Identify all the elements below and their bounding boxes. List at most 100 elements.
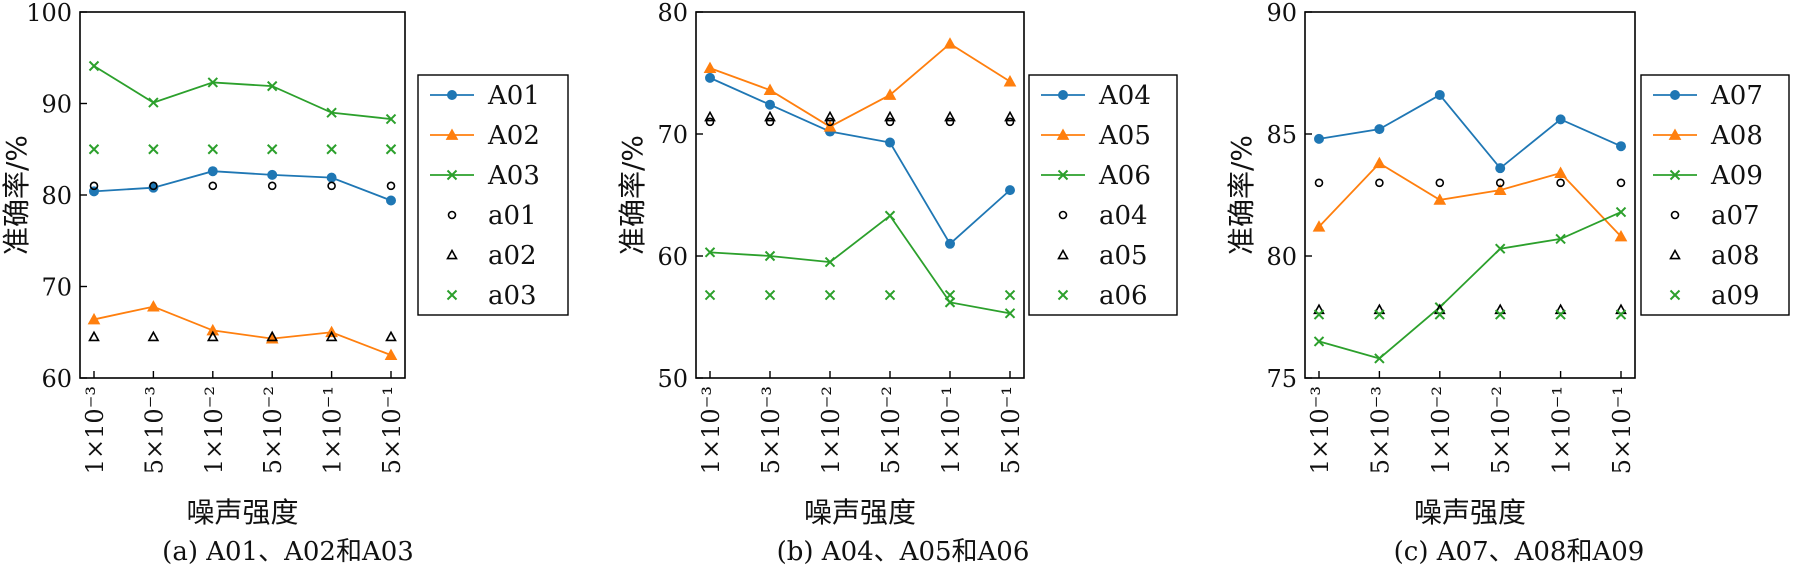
legend-label: A02 (487, 121, 540, 151)
data-point (148, 97, 159, 108)
legend-marker (1057, 169, 1069, 181)
data-point (1615, 309, 1627, 320)
series-a08 (1313, 303, 1627, 315)
x-tick-label: 1×10⁻² (817, 386, 845, 474)
data-point (764, 289, 776, 301)
data-point (147, 300, 160, 312)
y-tick-label: 90 (41, 91, 72, 119)
series-A05 (703, 37, 1017, 132)
y-tick-label: 50 (657, 365, 688, 393)
series-A07 (1314, 89, 1626, 174)
data-point (823, 120, 837, 132)
legend-label: a08 (1711, 241, 1760, 271)
series-A04 (705, 72, 1015, 249)
data-point (1556, 178, 1565, 188)
series-line (93, 305, 392, 356)
legend-label: A07 (1710, 81, 1763, 111)
series-a09 (1313, 309, 1627, 320)
legend-label: a05 (1099, 241, 1148, 271)
data-point (208, 181, 218, 191)
y-tick-label: 60 (41, 365, 72, 393)
series-A06 (704, 210, 1016, 319)
data-point (765, 117, 775, 127)
x-axis-title: 噪声强度 (1414, 496, 1526, 529)
legend-label: a06 (1099, 281, 1148, 311)
data-point (1555, 114, 1566, 125)
legend-label: a07 (1711, 201, 1760, 231)
plot-frame (695, 11, 1025, 379)
data-point (704, 247, 716, 258)
data-point (824, 289, 836, 301)
data-point (148, 144, 159, 155)
legend-marker (1058, 210, 1068, 220)
y-tick-label: 70 (41, 274, 72, 302)
x-axis-title: 噪声强度 (804, 496, 916, 529)
data-point (1314, 133, 1324, 144)
chart-2: 50 60 70 80 1×10⁻³ 5×10⁻³ 1×10⁻² 5×10⁻² 1×10⁻¹ 5×… (616, 0, 1178, 567)
data-point (883, 88, 897, 100)
data-point (884, 110, 896, 122)
data-point (705, 72, 715, 83)
legend: A01 A02 A03 a01 a02 a03 (417, 74, 569, 316)
data-point (385, 113, 397, 125)
series-a03 (88, 144, 397, 155)
data-point (945, 117, 955, 127)
y-tick-label: 85 (1266, 121, 1297, 149)
plot-frame (79, 11, 406, 379)
legend-frame (417, 74, 569, 316)
legend-marker (446, 289, 458, 301)
data-point (944, 289, 956, 301)
x-tick-label: 5×10⁻² (259, 386, 287, 474)
y-tick-label: 90 (1266, 0, 1297, 27)
data-point (385, 144, 397, 155)
data-point (884, 210, 896, 221)
chart-3: 75 80 85 90 1×10⁻³ 5×10⁻³ 1×10⁻² 5×10⁻² 1×10⁻¹ 5×… (1225, 0, 1790, 567)
data-point (1615, 206, 1627, 218)
data-point (326, 172, 337, 183)
data-point (266, 80, 278, 92)
data-point (1375, 178, 1384, 188)
series-a05 (704, 110, 1016, 122)
series-a04 (705, 117, 1015, 127)
data-point (1494, 309, 1506, 320)
legend-label: a04 (1099, 201, 1148, 231)
x-tick-label: 1×10⁻¹ (1548, 386, 1576, 474)
series-a02 (88, 330, 397, 342)
legend-marker (1056, 128, 1070, 140)
data-point (147, 330, 160, 342)
data-point (1555, 233, 1566, 245)
legend-marker (446, 248, 458, 260)
series-line (1318, 211, 1622, 360)
legend-frame (1028, 74, 1178, 316)
series-A09 (1313, 206, 1627, 364)
data-point (825, 117, 835, 127)
chart-caption: (a) A01、A02和A03 (162, 537, 414, 567)
data-point (89, 181, 99, 191)
data-point (1313, 336, 1325, 347)
x-tick-label: 1×10⁻² (200, 386, 228, 474)
legend-marker (1057, 289, 1069, 301)
legend-marker (447, 210, 457, 220)
data-point (1554, 166, 1567, 178)
y-axis-title: 准确率/% (0, 135, 33, 255)
data-point (207, 166, 218, 177)
data-point (1435, 178, 1445, 188)
legend-label: A03 (487, 161, 540, 191)
data-point (327, 181, 336, 191)
data-point (206, 330, 219, 342)
data-point (1373, 156, 1386, 169)
series-a07 (1314, 178, 1626, 188)
x-tick-label: 5×10⁻¹ (1608, 386, 1636, 474)
chart-caption: (b) A04、A05和A06 (777, 537, 1030, 567)
legend-marker (1058, 90, 1068, 100)
x-tick-label: 1×10⁻³ (81, 386, 109, 474)
data-point (884, 289, 896, 301)
y-tick-label: 80 (657, 0, 688, 27)
x-tick-label: 1×10⁻³ (697, 386, 725, 474)
data-point (1313, 309, 1325, 320)
data-point (1004, 110, 1016, 122)
data-point (1004, 289, 1016, 301)
series-line (1318, 93, 1622, 170)
data-point (326, 144, 337, 155)
y-tick-label: 100 (26, 0, 72, 27)
